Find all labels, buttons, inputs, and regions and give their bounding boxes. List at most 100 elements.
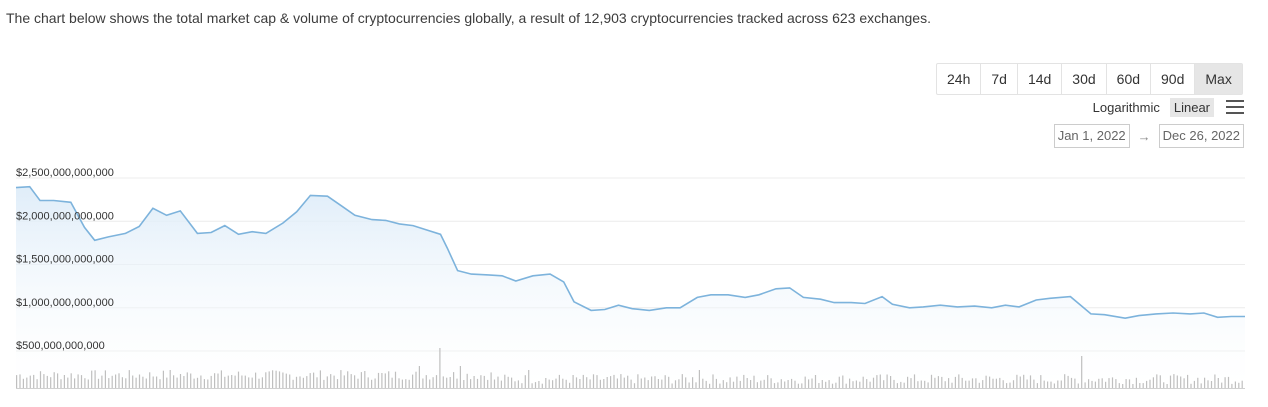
volume-bar — [801, 383, 803, 388]
volume-bar — [340, 370, 342, 388]
volume-bar — [507, 376, 509, 388]
volume-bar — [552, 380, 554, 388]
volume-bar — [592, 374, 595, 388]
volume-bar — [852, 381, 854, 388]
volume-bar — [149, 372, 151, 388]
linear-button[interactable]: Linear — [1169, 97, 1214, 117]
range-30d-button[interactable]: 30d — [1062, 64, 1107, 94]
volume-bar — [374, 378, 376, 388]
volume-bar — [937, 376, 939, 388]
volume-bar — [347, 371, 349, 388]
volume-bar — [1009, 382, 1011, 388]
volume-bar — [63, 375, 65, 388]
volume-bar — [562, 378, 564, 388]
volume-bar — [1217, 378, 1219, 388]
volume-bar — [316, 377, 318, 388]
volume-bar — [1118, 383, 1120, 388]
volume-bar — [367, 377, 369, 388]
volume-bar — [958, 374, 960, 388]
volume-bar — [1204, 377, 1206, 388]
range-max-button[interactable]: Max — [1195, 64, 1242, 94]
volume-bar — [289, 374, 291, 388]
market-cap-chart[interactable]: $2,500,000,000,000 $2,000,000,000,000 $1,5… — [0, 160, 1268, 407]
volume-bar — [490, 372, 492, 388]
volume-bar — [610, 376, 612, 388]
volume-bar — [978, 382, 980, 388]
volume-bar — [756, 382, 758, 388]
volume-bar — [463, 380, 465, 388]
volume-bar — [702, 378, 704, 388]
volume-bar — [152, 376, 154, 388]
volume-bar — [333, 375, 335, 388]
volume-bar — [862, 376, 864, 388]
volume-bar — [476, 378, 479, 388]
volume-bar — [879, 374, 881, 388]
logarithmic-button[interactable]: Logarithmic — [1092, 99, 1160, 115]
volume-bar — [1128, 379, 1131, 388]
volume-bar — [439, 348, 441, 388]
volume-bar — [1224, 377, 1226, 388]
volume-bar — [1227, 376, 1230, 388]
volume-bars — [16, 348, 1245, 389]
date-from-input[interactable]: Jan 1, 2022 — [1053, 124, 1130, 148]
volume-bar — [685, 377, 687, 388]
volume-bar — [394, 371, 397, 388]
volume-bar — [603, 379, 605, 388]
volume-bar — [644, 377, 646, 388]
volume-bar — [555, 378, 557, 388]
volume-bar — [726, 382, 728, 388]
volume-bar — [620, 374, 622, 388]
volume-bar — [1221, 382, 1223, 388]
volume-bar — [695, 382, 697, 388]
volume-bar — [1101, 378, 1103, 388]
volume-bar — [572, 375, 574, 388]
range-60d-button[interactable]: 60d — [1107, 64, 1152, 94]
volume-bar — [1193, 380, 1195, 388]
hamburger-menu-icon[interactable] — [1226, 100, 1244, 114]
volume-bar — [244, 375, 246, 388]
volume-bar — [944, 381, 946, 388]
volume-bar — [53, 372, 55, 388]
volume-bar — [1047, 381, 1049, 388]
volume-bar — [138, 374, 141, 388]
volume-bar — [791, 378, 793, 388]
volume-bar — [859, 381, 861, 388]
range-90d-button[interactable]: 90d — [1151, 64, 1196, 94]
volume-bar — [900, 381, 902, 388]
volume-bar — [1135, 377, 1137, 388]
volume-bar — [19, 374, 21, 388]
volume-bar — [453, 372, 455, 388]
volume-bar — [1040, 375, 1042, 388]
volume-bar — [992, 378, 994, 388]
volume-bar — [200, 375, 202, 388]
volume-bar — [975, 378, 977, 388]
volume-bar — [828, 380, 830, 388]
date-to-input[interactable]: Dec 26, 2022 — [1158, 124, 1244, 148]
volume-bar — [39, 371, 42, 388]
range-24h-button[interactable]: 24h — [937, 64, 982, 94]
volume-bar — [26, 377, 28, 388]
volume-bar — [67, 377, 69, 388]
volume-bar — [575, 377, 578, 388]
volume-bar — [719, 383, 721, 388]
volume-bar — [173, 375, 175, 388]
volume-bar — [159, 379, 161, 388]
range-7d-button[interactable]: 7d — [981, 64, 1018, 94]
volume-bar — [668, 376, 670, 388]
volume-bar — [651, 376, 653, 388]
volume-bar — [97, 378, 100, 388]
volume-bar — [524, 375, 526, 388]
volume-bar — [896, 383, 898, 388]
volume-bar — [227, 375, 229, 388]
volume-bar — [207, 379, 209, 388]
range-14d-button[interactable]: 14d — [1018, 64, 1063, 94]
volume-bar — [193, 378, 195, 388]
volume-bar — [415, 371, 417, 388]
volume-bar — [241, 375, 243, 388]
volume-bar — [924, 380, 926, 388]
volume-bar — [388, 371, 390, 388]
volume-bar — [16, 375, 18, 388]
volume-bar — [784, 381, 786, 388]
volume-bar — [985, 375, 987, 388]
volume-bar — [586, 377, 588, 388]
